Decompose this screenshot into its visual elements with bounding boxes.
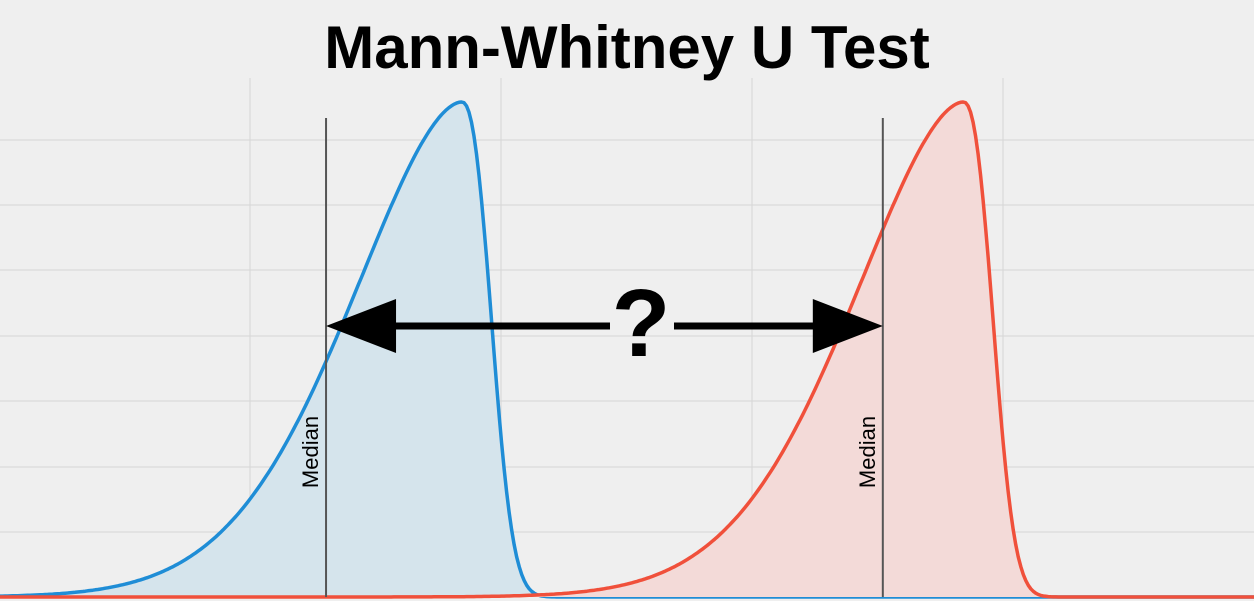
density-fill-1 <box>0 102 1254 597</box>
chart-title: Mann-Whitney U Test <box>324 14 930 81</box>
arrow-head-left <box>326 299 397 353</box>
median-label-2: Median <box>855 416 880 488</box>
median-lines: Median Median <box>298 118 884 597</box>
comparison-arrow <box>326 299 883 353</box>
density-fill-2 <box>0 102 1254 597</box>
question-mark: ? <box>611 270 671 377</box>
arrow-head-right <box>812 299 883 353</box>
density-areas <box>0 100 1254 599</box>
density-curve-2 <box>0 100 1254 599</box>
median-label-1: Median <box>298 416 323 488</box>
grid <box>0 78 1254 597</box>
